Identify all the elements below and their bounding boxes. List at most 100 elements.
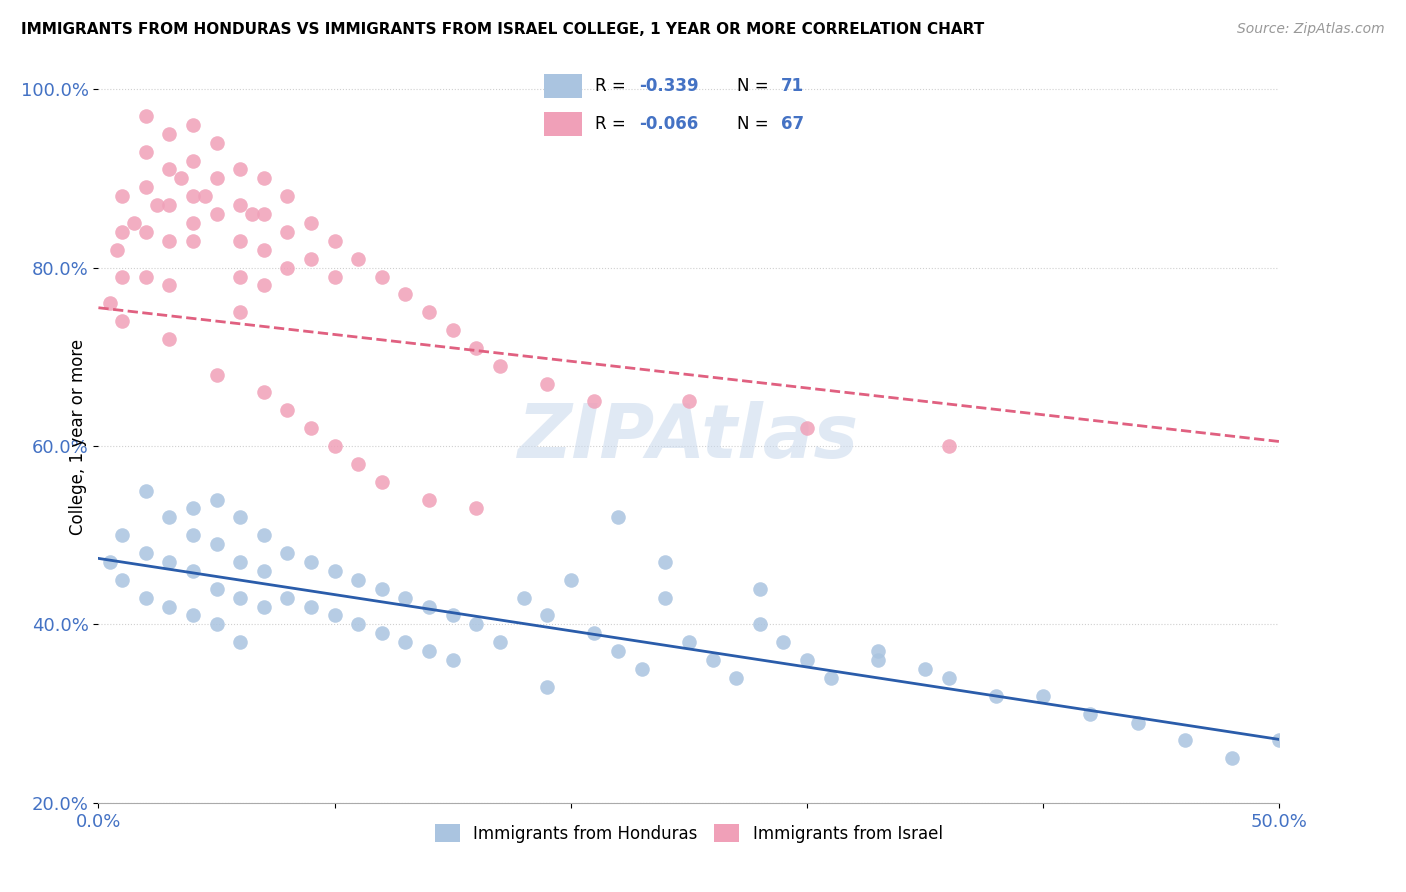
Point bbox=[105, 243, 128, 257]
Point bbox=[135, 546, 157, 560]
Point bbox=[748, 582, 770, 596]
Point bbox=[866, 653, 889, 667]
Point bbox=[276, 260, 298, 275]
Point bbox=[299, 555, 322, 569]
Text: -0.066: -0.066 bbox=[638, 115, 699, 133]
Y-axis label: College, 1 year or more: College, 1 year or more bbox=[69, 339, 87, 535]
Point bbox=[205, 368, 228, 382]
Text: ZIPAtlas: ZIPAtlas bbox=[519, 401, 859, 474]
Point bbox=[253, 385, 276, 400]
Point bbox=[607, 644, 630, 658]
Point bbox=[229, 305, 252, 319]
Point bbox=[323, 269, 346, 284]
Point bbox=[135, 269, 157, 284]
Point bbox=[229, 591, 252, 605]
Point bbox=[229, 198, 252, 212]
Point bbox=[181, 564, 204, 578]
Point bbox=[536, 608, 558, 623]
Point bbox=[253, 171, 276, 186]
Point bbox=[205, 582, 228, 596]
Point bbox=[725, 671, 748, 685]
Point bbox=[866, 644, 889, 658]
Point bbox=[371, 582, 394, 596]
Point bbox=[323, 608, 346, 623]
Point bbox=[253, 278, 276, 293]
Point bbox=[583, 394, 606, 409]
Point bbox=[181, 608, 204, 623]
Point bbox=[170, 171, 193, 186]
Point bbox=[630, 662, 652, 676]
Point bbox=[418, 599, 440, 614]
Point bbox=[253, 207, 276, 221]
Point bbox=[299, 216, 322, 230]
Point bbox=[820, 671, 842, 685]
Point bbox=[1268, 733, 1291, 747]
Point bbox=[229, 555, 252, 569]
Point bbox=[489, 635, 512, 649]
Point bbox=[796, 653, 818, 667]
Bar bbox=[544, 112, 582, 136]
Point bbox=[938, 439, 960, 453]
Point bbox=[135, 483, 157, 498]
Text: -0.339: -0.339 bbox=[638, 78, 699, 95]
Text: IMMIGRANTS FROM HONDURAS VS IMMIGRANTS FROM ISRAEL COLLEGE, 1 YEAR OR MORE CORRE: IMMIGRANTS FROM HONDURAS VS IMMIGRANTS F… bbox=[21, 22, 984, 37]
Point bbox=[229, 635, 252, 649]
Point bbox=[1126, 715, 1149, 730]
Point bbox=[678, 635, 700, 649]
Point bbox=[181, 501, 204, 516]
Legend: Immigrants from Honduras, Immigrants from Israel: Immigrants from Honduras, Immigrants fro… bbox=[429, 818, 949, 849]
Point bbox=[276, 403, 298, 417]
Point bbox=[111, 269, 134, 284]
Point bbox=[1080, 706, 1102, 721]
Point bbox=[1220, 751, 1243, 765]
Point bbox=[157, 234, 180, 248]
Point bbox=[229, 234, 252, 248]
Point bbox=[1032, 689, 1054, 703]
Point bbox=[135, 180, 157, 194]
Point bbox=[512, 591, 534, 605]
Point bbox=[157, 599, 180, 614]
Point bbox=[157, 510, 180, 524]
Point bbox=[299, 252, 322, 266]
Point bbox=[394, 635, 416, 649]
Point bbox=[394, 287, 416, 301]
Point bbox=[347, 573, 370, 587]
Point bbox=[465, 341, 488, 355]
Point bbox=[748, 617, 770, 632]
Point bbox=[441, 323, 464, 337]
Point bbox=[347, 252, 370, 266]
Point bbox=[984, 689, 1007, 703]
Point bbox=[157, 332, 180, 346]
Point bbox=[678, 394, 700, 409]
Point bbox=[654, 555, 676, 569]
Point bbox=[371, 626, 394, 640]
Point bbox=[181, 216, 204, 230]
Point bbox=[418, 644, 440, 658]
Point bbox=[135, 145, 157, 159]
Point bbox=[205, 617, 228, 632]
Point bbox=[194, 189, 217, 203]
Point bbox=[229, 162, 252, 177]
Point bbox=[394, 591, 416, 605]
Point bbox=[157, 198, 180, 212]
Point bbox=[323, 439, 346, 453]
Point bbox=[276, 546, 298, 560]
Text: N =: N = bbox=[737, 78, 773, 95]
Point bbox=[253, 528, 276, 542]
Point bbox=[205, 207, 228, 221]
Point bbox=[418, 305, 440, 319]
Point bbox=[536, 680, 558, 694]
Point bbox=[157, 278, 180, 293]
Point bbox=[181, 153, 204, 168]
Point bbox=[205, 171, 228, 186]
Point bbox=[299, 599, 322, 614]
Point bbox=[146, 198, 169, 212]
Point bbox=[111, 573, 134, 587]
Point bbox=[654, 591, 676, 605]
Point bbox=[371, 269, 394, 284]
Point bbox=[253, 243, 276, 257]
Point bbox=[181, 234, 204, 248]
Bar bbox=[544, 74, 582, 98]
Point bbox=[938, 671, 960, 685]
Text: 67: 67 bbox=[780, 115, 804, 133]
